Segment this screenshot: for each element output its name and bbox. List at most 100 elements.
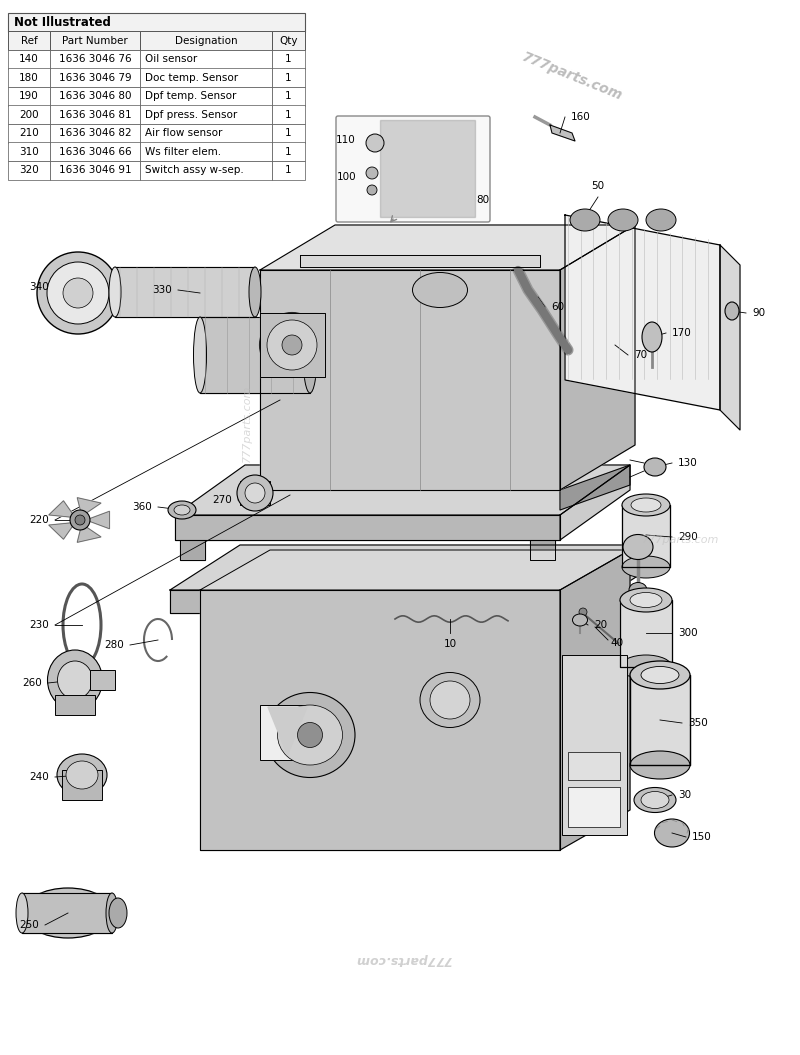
- Bar: [442, 191, 470, 209]
- Text: 190: 190: [19, 91, 39, 101]
- Ellipse shape: [642, 322, 662, 352]
- Text: 40: 40: [610, 638, 623, 648]
- Ellipse shape: [641, 791, 669, 808]
- Bar: [240, 481, 270, 505]
- Bar: [272, 87, 305, 106]
- Text: 1: 1: [285, 73, 292, 82]
- Polygon shape: [175, 465, 630, 515]
- Text: Qty: Qty: [279, 36, 298, 45]
- Bar: [272, 32, 305, 50]
- Polygon shape: [550, 124, 575, 141]
- Text: 230: 230: [30, 620, 49, 630]
- Text: 1: 1: [285, 129, 292, 138]
- Polygon shape: [565, 215, 720, 410]
- Text: 10: 10: [443, 639, 457, 649]
- Circle shape: [70, 510, 90, 530]
- Polygon shape: [170, 545, 650, 590]
- Bar: [50, 50, 140, 69]
- Text: 100: 100: [336, 172, 356, 183]
- Text: 70: 70: [634, 350, 647, 360]
- Bar: [140, 32, 272, 50]
- Ellipse shape: [631, 498, 661, 512]
- Text: 1: 1: [285, 110, 292, 120]
- Text: Designation: Designation: [174, 36, 238, 45]
- Text: Not Illustrated: Not Illustrated: [14, 16, 111, 28]
- Bar: [272, 106, 305, 124]
- Bar: [50, 106, 140, 124]
- Polygon shape: [260, 313, 325, 377]
- Ellipse shape: [37, 252, 119, 334]
- Ellipse shape: [47, 262, 109, 324]
- Polygon shape: [175, 515, 560, 540]
- Ellipse shape: [109, 898, 127, 928]
- Bar: [140, 87, 272, 106]
- Ellipse shape: [413, 272, 467, 307]
- Text: 1636 3046 91: 1636 3046 91: [58, 166, 131, 175]
- Text: Doc temp. Sensor: Doc temp. Sensor: [145, 73, 238, 82]
- Polygon shape: [200, 316, 310, 394]
- Ellipse shape: [57, 754, 107, 797]
- Circle shape: [75, 515, 85, 525]
- Bar: [8, 142, 50, 161]
- Text: 250: 250: [19, 920, 39, 931]
- Polygon shape: [620, 600, 672, 667]
- Text: 1: 1: [285, 147, 292, 157]
- Ellipse shape: [265, 692, 355, 778]
- Text: 1636 3046 76: 1636 3046 76: [58, 54, 131, 64]
- Polygon shape: [49, 501, 75, 518]
- Text: 50: 50: [591, 181, 605, 191]
- Text: 310: 310: [19, 147, 39, 157]
- Polygon shape: [268, 707, 307, 755]
- Polygon shape: [78, 498, 101, 516]
- Bar: [8, 161, 50, 179]
- Text: 1: 1: [285, 54, 292, 64]
- Ellipse shape: [168, 501, 196, 519]
- Bar: [50, 161, 140, 179]
- Text: 320: 320: [19, 166, 39, 175]
- Ellipse shape: [646, 209, 676, 231]
- Bar: [568, 787, 620, 827]
- Text: 777parts.com: 777parts.com: [642, 535, 719, 545]
- Polygon shape: [22, 893, 112, 933]
- Text: 340: 340: [30, 282, 49, 292]
- Circle shape: [579, 608, 587, 616]
- Text: 130: 130: [678, 458, 698, 468]
- Polygon shape: [86, 512, 110, 529]
- Ellipse shape: [249, 267, 261, 316]
- Polygon shape: [530, 540, 555, 560]
- Bar: [50, 32, 140, 50]
- Ellipse shape: [194, 316, 206, 394]
- Ellipse shape: [366, 167, 378, 179]
- Ellipse shape: [16, 893, 28, 933]
- Text: 180: 180: [19, 73, 39, 82]
- Bar: [140, 161, 272, 179]
- Bar: [8, 69, 50, 87]
- Bar: [50, 69, 140, 87]
- Ellipse shape: [58, 661, 93, 699]
- Polygon shape: [180, 540, 205, 560]
- Polygon shape: [580, 545, 650, 613]
- Text: 1636 3046 82: 1636 3046 82: [58, 129, 131, 138]
- Text: 1636 3046 79: 1636 3046 79: [58, 73, 131, 82]
- Ellipse shape: [366, 134, 384, 152]
- Bar: [568, 752, 620, 780]
- Ellipse shape: [63, 279, 93, 308]
- Text: 350: 350: [688, 718, 708, 728]
- Ellipse shape: [174, 505, 190, 515]
- Text: 160: 160: [571, 112, 590, 122]
- Text: Air flow sensor: Air flow sensor: [145, 129, 222, 138]
- Text: 220: 220: [30, 515, 49, 525]
- Text: 1636 3046 81: 1636 3046 81: [58, 110, 131, 120]
- Polygon shape: [49, 522, 75, 539]
- Text: Ws filter elem.: Ws filter elem.: [145, 147, 221, 157]
- Bar: [562, 655, 627, 835]
- Bar: [272, 50, 305, 69]
- Text: 1636 3046 80: 1636 3046 80: [58, 91, 131, 101]
- Ellipse shape: [278, 705, 342, 765]
- Text: 270: 270: [212, 495, 232, 505]
- Text: Part Number: Part Number: [62, 36, 128, 45]
- Ellipse shape: [623, 535, 653, 559]
- Bar: [140, 106, 272, 124]
- Bar: [272, 142, 305, 161]
- Ellipse shape: [106, 893, 118, 933]
